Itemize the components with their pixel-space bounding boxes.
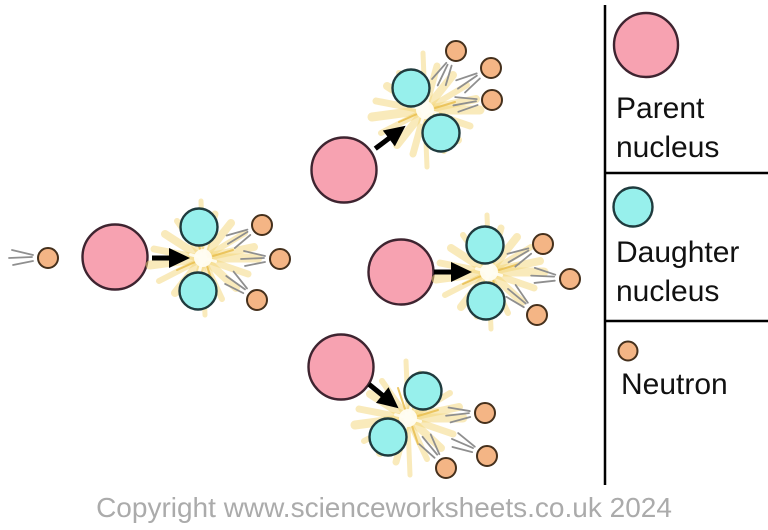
daughter-nucleus-circle — [391, 68, 431, 108]
legend-label-neutron: Neutron — [621, 368, 728, 401]
neutron-circle — [526, 304, 548, 326]
neutron-circle — [480, 57, 502, 79]
daughter-nucleus-circle — [178, 271, 218, 311]
parent-nucleus-circle — [367, 238, 435, 306]
fission-event-2 — [310, 40, 503, 204]
parent-nucleus-circle — [310, 136, 378, 204]
fission-event-1 — [8, 201, 291, 315]
neutron-circle — [476, 445, 498, 467]
fission-event-3 — [367, 215, 581, 329]
daughter-nucleus-circle — [465, 225, 505, 265]
daughter-nucleus-circle — [368, 417, 408, 457]
neutron-circle — [37, 247, 59, 269]
legend-label-parent-line1: Parent — [616, 92, 705, 125]
neutron-circle — [445, 40, 467, 62]
legend-label-daughter-line1: Daughter — [616, 236, 739, 269]
neutron-circle — [532, 233, 554, 255]
legend-parent-nucleus-swatch — [612, 11, 680, 79]
neutron-circle — [251, 214, 273, 236]
motion-lines — [8, 249, 34, 266]
legend-daughter-nucleus-swatch — [612, 186, 654, 228]
daughter-nucleus-circle — [466, 281, 506, 321]
neutron-circle — [481, 89, 503, 111]
neutron-circle — [559, 268, 581, 290]
daughter-nucleus-circle — [421, 113, 461, 153]
legend-label-parent-line2: nucleus — [616, 131, 719, 164]
copyright-text: Copyright www.scienceworksheets.co.uk 20… — [96, 492, 672, 523]
neutron-circle — [246, 289, 268, 311]
fission-event-4 — [307, 333, 498, 479]
daughter-nucleus-circle — [403, 371, 443, 411]
daughter-nucleus-circle — [179, 207, 219, 247]
neutron-circle — [435, 457, 457, 479]
parent-nucleus-circle — [307, 333, 375, 401]
neutron-circle — [474, 402, 496, 424]
parent-nucleus-circle — [81, 223, 149, 291]
neutron-circle — [269, 248, 291, 270]
legend-neutron-swatch — [617, 340, 639, 362]
legend-label-daughter-line2: nucleus — [616, 275, 719, 308]
legend: Parent nucleus Daughter nucleus Neutron — [603, 5, 768, 485]
motion-lines — [240, 250, 266, 267]
